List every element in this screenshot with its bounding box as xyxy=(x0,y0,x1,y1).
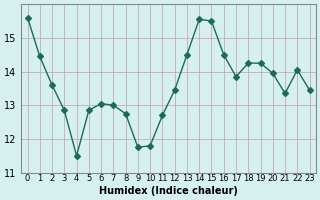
X-axis label: Humidex (Indice chaleur): Humidex (Indice chaleur) xyxy=(99,186,238,196)
